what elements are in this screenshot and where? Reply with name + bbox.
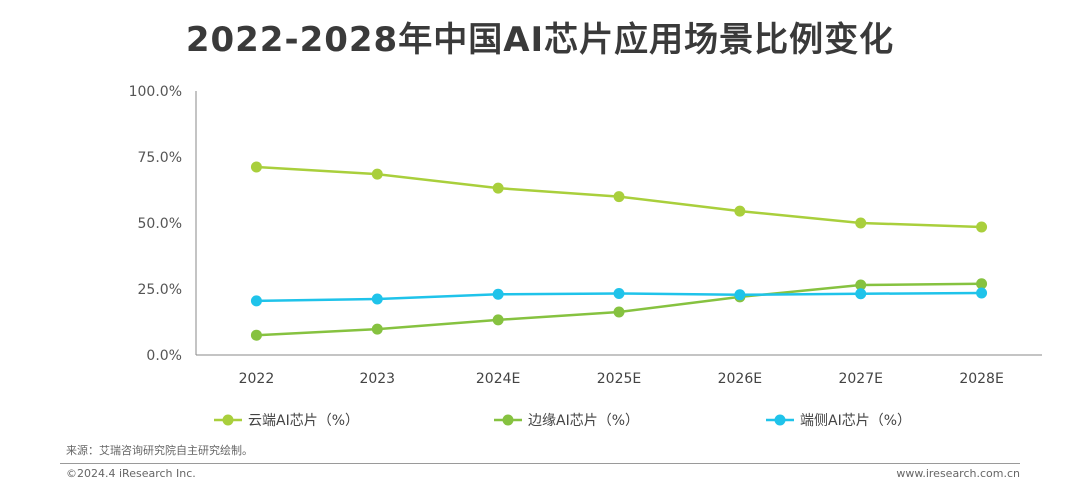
data-point: [492, 182, 504, 194]
source-note: 来源：艾瑞咨询研究院自主研究绘制。: [66, 444, 253, 457]
data-point: [371, 323, 383, 335]
data-point: [976, 278, 988, 290]
data-point: [855, 279, 867, 291]
legend: 云端AI芯片（%） 边缘AI芯片（%） 端侧AI芯片（%）: [214, 413, 911, 429]
chart-title: 2022-2028年中国AI芯片应用场景比例变化: [185, 20, 895, 60]
x-tick-label: 2022: [239, 371, 275, 387]
data-point: [855, 288, 867, 300]
series-group: [250, 161, 988, 341]
x-tick-label: 2027E: [838, 371, 882, 387]
legend-label: 端侧AI芯片（%）: [800, 413, 911, 429]
x-tick-label: 2023: [359, 371, 395, 387]
legend-label: 边缘AI芯片（%）: [528, 413, 639, 429]
legend-swatch-marker: [502, 414, 514, 426]
data-point: [976, 221, 988, 233]
y-tick-label: 100.0%: [129, 84, 182, 100]
axes: [195, 91, 1042, 356]
data-point: [613, 191, 625, 203]
data-point: [492, 288, 504, 300]
data-point: [250, 329, 262, 341]
data-point: [613, 287, 625, 299]
data-point: [371, 293, 383, 305]
x-tick-label: 2024E: [476, 371, 520, 387]
footer-divider: [60, 463, 1020, 464]
y-tick-label: 75.0%: [138, 150, 182, 166]
y-tick-label: 25.0%: [138, 282, 182, 298]
data-point: [613, 306, 625, 318]
x-tick-label: 2026E: [718, 371, 762, 387]
legend-swatch-marker: [774, 414, 786, 426]
data-point: [250, 161, 262, 173]
website: www.iresearch.com.cn: [896, 467, 1020, 480]
data-point: [492, 314, 504, 326]
data-point: [855, 217, 867, 229]
data-point: [250, 295, 262, 307]
y-tick-label: 0.0%: [146, 348, 182, 364]
y-tick-label: 50.0%: [138, 216, 182, 232]
x-tick-label: 2025E: [597, 371, 641, 387]
legend-swatch-marker: [222, 414, 234, 426]
data-point: [976, 287, 988, 299]
copyright: ©2024.4 iResearch Inc.: [66, 467, 196, 480]
data-point: [734, 289, 746, 301]
y-tick-labels: 0.0% 25.0% 50.0% 75.0% 100.0%: [129, 84, 182, 364]
legend-label: 云端AI芯片（%）: [248, 413, 359, 429]
data-point: [734, 205, 746, 217]
x-tick-labels: 2022 2023 2024E 2025E 2026E 2027E 2028E: [239, 371, 1004, 387]
data-point: [371, 168, 383, 180]
x-tick-label: 2028E: [959, 371, 1003, 387]
